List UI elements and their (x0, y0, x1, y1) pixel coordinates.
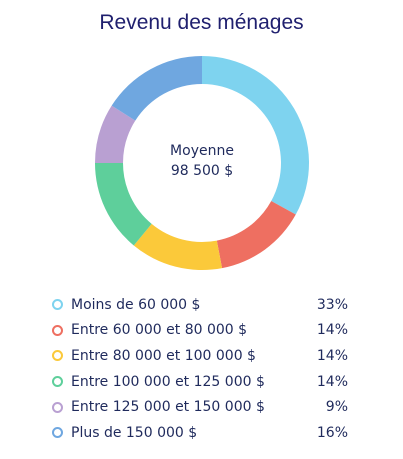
legend-swatch (52, 324, 63, 336)
legend-item: Entre 80 000 et 100 000 $ 14% (52, 343, 348, 369)
donut-chart: Moyenne 98 500 $ (92, 53, 312, 273)
donut-slice (95, 163, 152, 246)
chart-title: Revenu des ménages (99, 11, 304, 34)
legend-item: Entre 60 000 et 80 000 $ 14% (52, 318, 348, 344)
legend-label: Moins de 60 000 $ (71, 296, 201, 313)
donut-slice (216, 201, 296, 269)
legend-value: 14% (316, 322, 348, 339)
legend-item: Entre 125 000 et 150 000 $ 9% (52, 394, 348, 420)
donut-slice (202, 56, 309, 215)
legend-value: 9% (325, 399, 348, 416)
legend-value: 33% (316, 296, 348, 313)
legend-item: Entre 100 000 et 125 000 $ 14% (52, 369, 348, 395)
legend-item: Moins de 60 000 $ 33% (52, 292, 348, 318)
legend-swatch (52, 427, 63, 439)
legend-label: Plus de 150 000 $ (71, 424, 198, 441)
legend-swatch (52, 401, 63, 413)
legend-swatch (52, 350, 63, 362)
legend-value: 14% (316, 373, 348, 390)
center-value: 98 500 $ (170, 163, 234, 179)
legend-swatch (52, 376, 63, 388)
legend-value: 14% (316, 347, 348, 364)
legend-swatch (52, 299, 63, 311)
donut-slice (95, 105, 136, 163)
legend-label: Entre 100 000 et 125 000 $ (71, 373, 265, 390)
legend-label: Entre 125 000 et 150 000 $ (71, 399, 265, 416)
donut-slice (111, 56, 202, 121)
legend-label: Entre 80 000 et 100 000 $ (71, 347, 256, 364)
center-label: Moyenne (170, 143, 234, 159)
legend-label: Entre 60 000 et 80 000 $ (71, 322, 248, 339)
legend-value: 16% (316, 424, 348, 441)
donut-slice (133, 223, 223, 270)
donut-svg (95, 56, 309, 270)
donut-center: Moyenne 98 500 $ (92, 141, 312, 181)
legend: Moins de 60 000 $ 33% Entre 60 000 et 80 0… (52, 292, 348, 446)
legend-item: Plus de 150 000 $ 16% (52, 420, 348, 446)
